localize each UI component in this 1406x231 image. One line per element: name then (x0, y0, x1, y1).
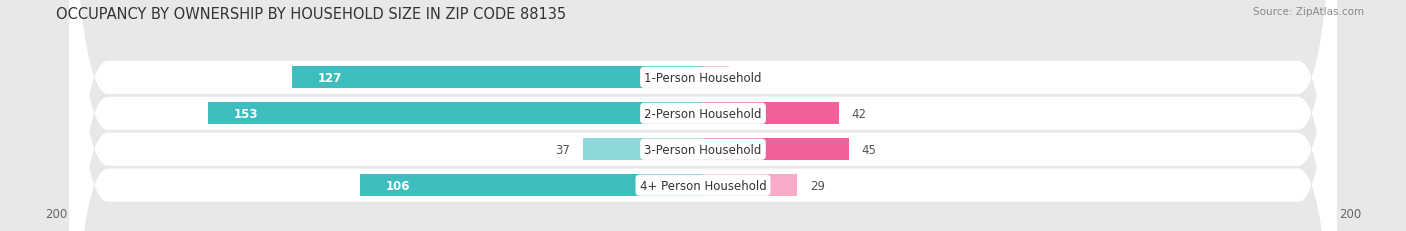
Text: 2-Person Household: 2-Person Household (644, 107, 762, 120)
Text: 29: 29 (810, 179, 825, 192)
Bar (292, 67, 703, 89)
Bar (703, 67, 728, 89)
Bar (703, 174, 797, 197)
Text: 153: 153 (235, 107, 259, 120)
Text: 106: 106 (387, 179, 411, 192)
Bar (208, 103, 703, 125)
Text: 42: 42 (852, 107, 866, 120)
FancyBboxPatch shape (69, 0, 1337, 231)
Text: OCCUPANCY BY OWNERSHIP BY HOUSEHOLD SIZE IN ZIP CODE 88135: OCCUPANCY BY OWNERSHIP BY HOUSEHOLD SIZE… (56, 7, 567, 22)
Text: 1-Person Household: 1-Person Household (644, 71, 762, 85)
FancyBboxPatch shape (69, 0, 1337, 231)
Text: 4+ Person Household: 4+ Person Household (640, 179, 766, 192)
Text: 3-Person Household: 3-Person Household (644, 143, 762, 156)
Text: 127: 127 (318, 71, 343, 85)
Bar (703, 138, 849, 161)
Text: 45: 45 (862, 143, 876, 156)
FancyBboxPatch shape (69, 0, 1337, 231)
Text: 37: 37 (555, 143, 571, 156)
FancyBboxPatch shape (69, 0, 1337, 231)
Text: Source: ZipAtlas.com: Source: ZipAtlas.com (1253, 7, 1364, 17)
Bar (703, 103, 839, 125)
Bar (583, 138, 703, 161)
Text: 8: 8 (742, 71, 749, 85)
Bar (360, 174, 703, 197)
